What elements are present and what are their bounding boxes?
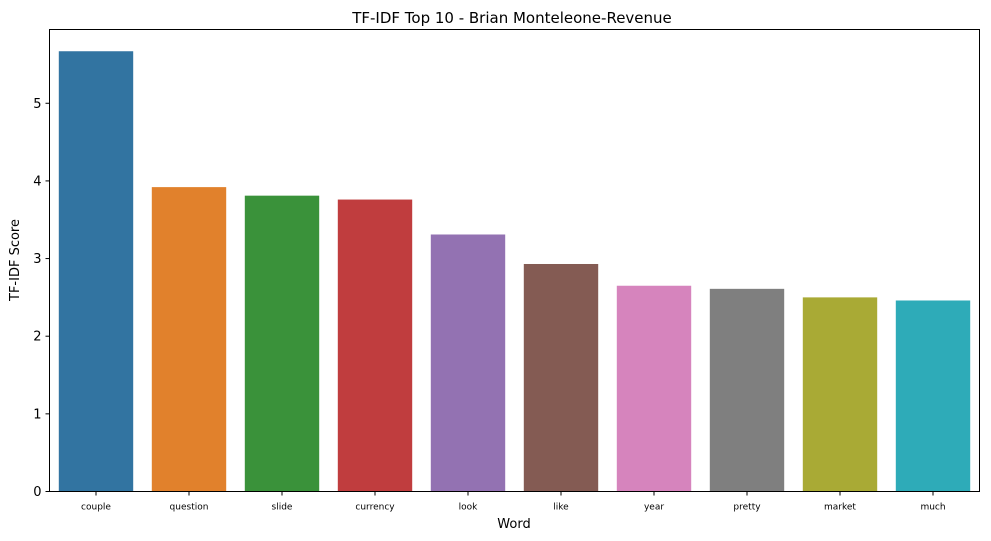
y-tick-label: 5	[33, 97, 41, 112]
x-tick-label: couple	[81, 503, 111, 513]
bar-look	[430, 234, 506, 492]
chart-title: TF-IDF Top 10 - Brian Monteleone-Revenue	[351, 9, 672, 27]
y-tick-label: 2	[33, 330, 41, 345]
y-axis-ticks: 0 1 2 3 4 5	[33, 97, 50, 500]
bar-much	[895, 300, 971, 492]
bar-question	[151, 187, 227, 492]
x-axis-label: Word	[497, 517, 530, 532]
y-tick-label: 3	[33, 252, 41, 267]
bars-group	[58, 51, 971, 492]
bar-couple	[58, 51, 134, 492]
y-tick-label: 0	[33, 485, 41, 500]
x-tick-label: like	[553, 503, 569, 513]
bar-like	[523, 263, 599, 492]
y-axis-label: TF-IDF Score	[8, 219, 23, 302]
bar-pretty	[709, 288, 785, 492]
plot-frame	[49, 29, 980, 492]
x-tick-label: question	[170, 503, 209, 513]
bar-slide	[244, 195, 320, 492]
y-tick-label: 1	[33, 407, 41, 422]
x-tick-label: much	[920, 503, 945, 513]
x-tick-label: look	[459, 503, 479, 513]
x-axis-ticks: couple question slide currency look like year p…	[81, 491, 946, 513]
bar-market	[802, 297, 878, 492]
bar-currency	[337, 199, 413, 492]
x-tick-label: year	[644, 503, 664, 513]
x-tick-label: slide	[272, 503, 293, 513]
x-tick-label: currency	[355, 503, 395, 513]
y-tick-label: 4	[33, 174, 41, 189]
x-tick-label: market	[824, 503, 856, 513]
bar-year	[616, 285, 692, 492]
x-tick-label: pretty	[733, 503, 761, 513]
